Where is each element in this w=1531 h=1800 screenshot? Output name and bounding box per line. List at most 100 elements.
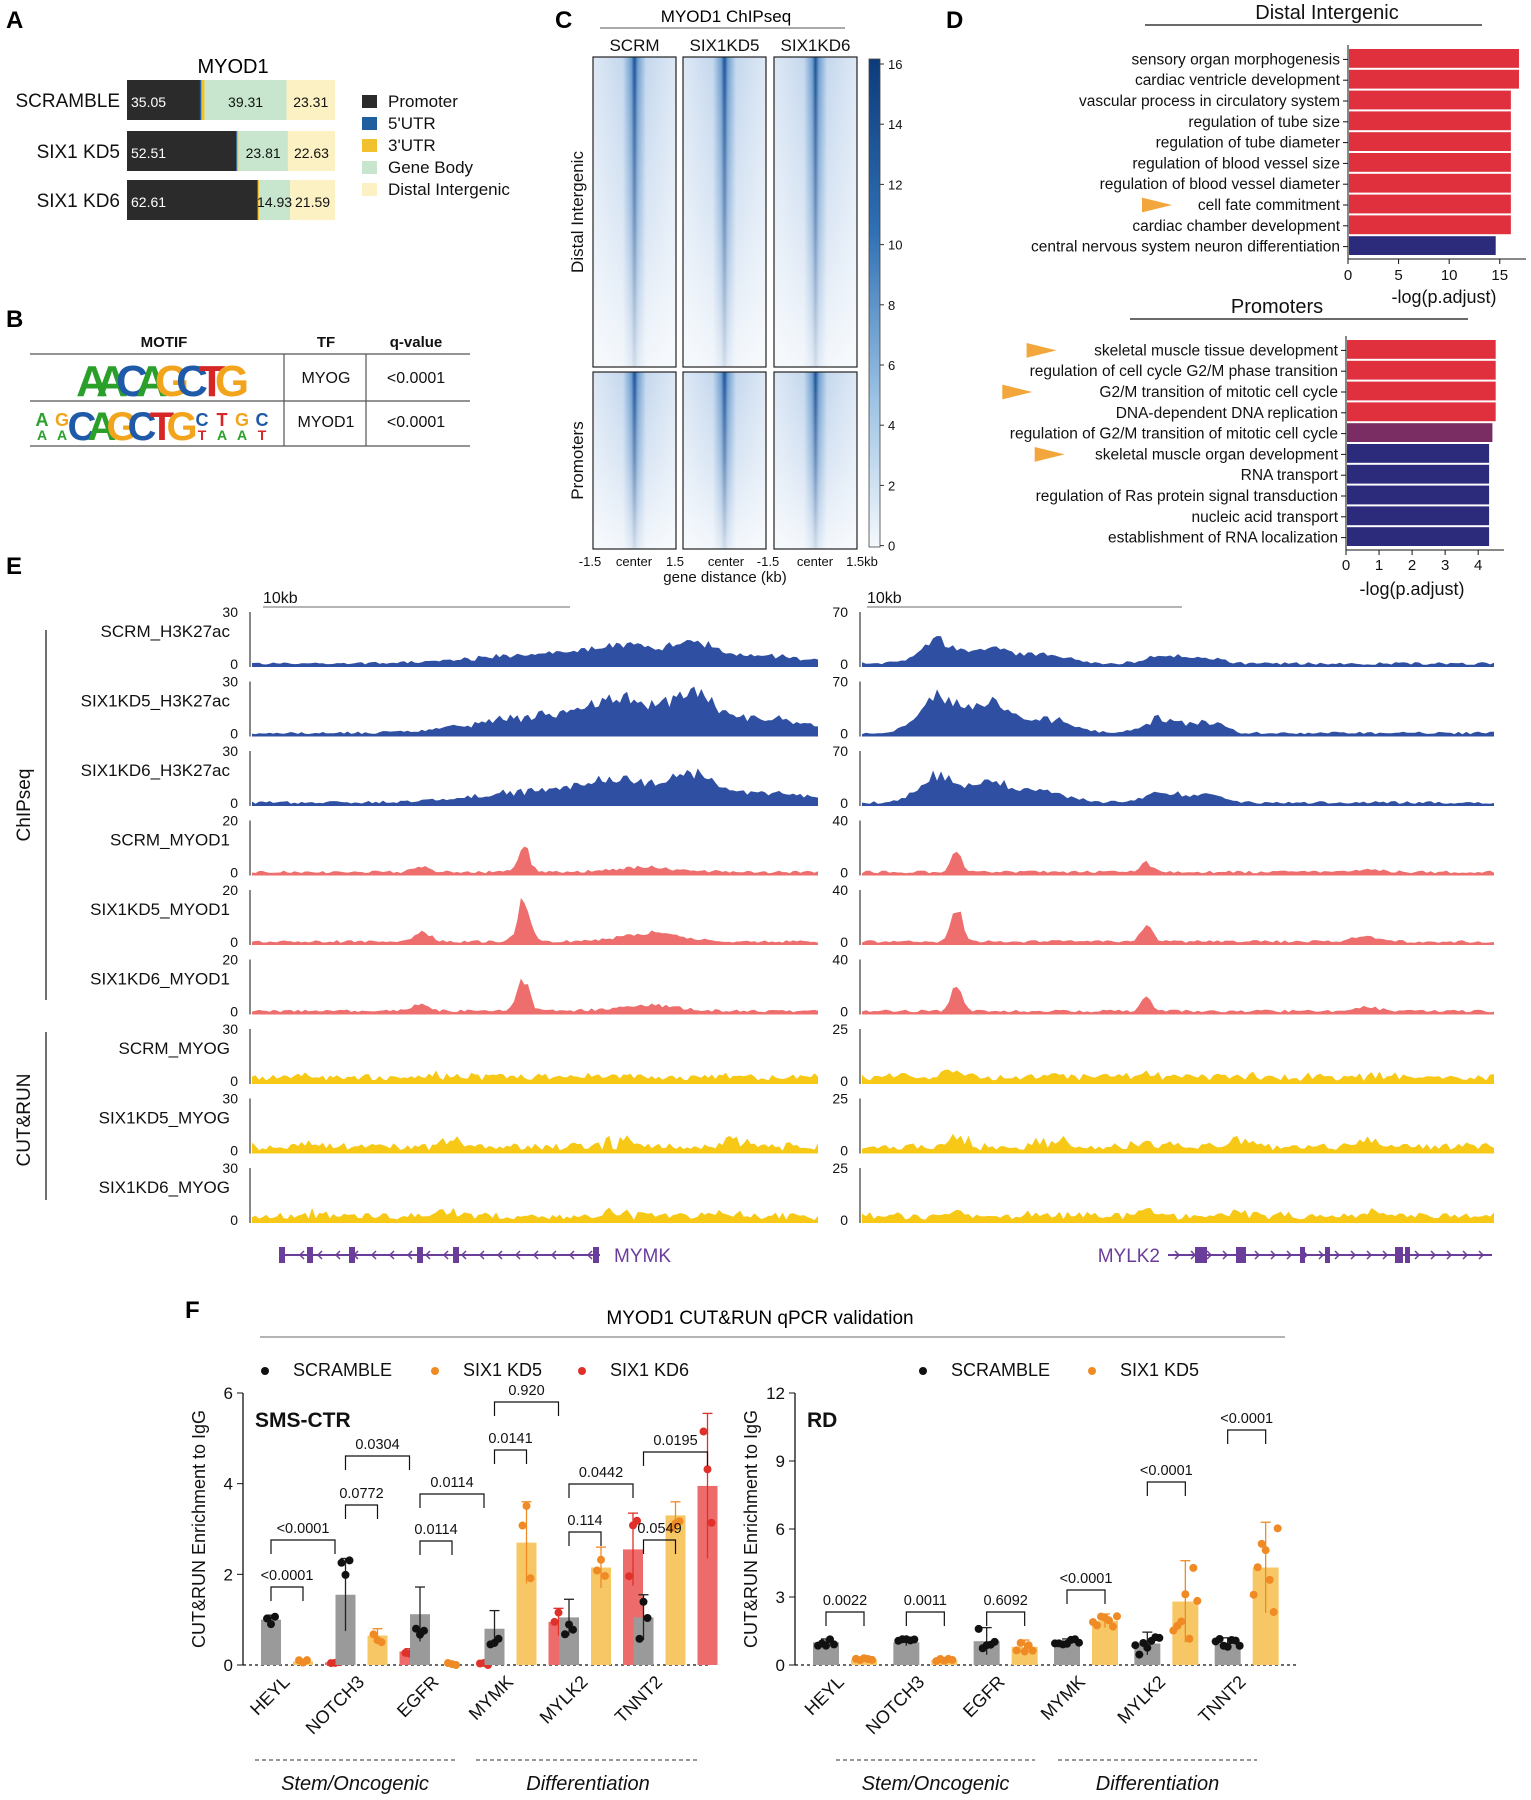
segment-value: 22.63 (294, 145, 329, 161)
significance-bracket (493, 1401, 560, 1416)
gene-strand-arrow (316, 1250, 323, 1260)
data-point (267, 1620, 275, 1629)
gene-strand-arrow (1350, 1250, 1357, 1260)
heatmap-fade (593, 372, 676, 549)
y-tick-label: 4 (224, 1475, 233, 1494)
segment-value: 62.61 (131, 194, 166, 210)
track-label: SCRM_MYOD1 (110, 831, 230, 850)
gene-exon (1325, 1247, 1330, 1263)
gene-strand-arrow (496, 1250, 503, 1260)
go-term: DNA-dependent DNA replication (1116, 405, 1338, 422)
segment-value: 35.05 (131, 94, 166, 110)
go-term: nucleic acid transport (1192, 509, 1339, 526)
gene-strand-arrow (298, 1250, 305, 1260)
data-point (494, 1634, 503, 1643)
heatmap-row-label: Promoters (568, 421, 587, 499)
y-axis-label: CUT&RUN Enrichment to IgG (189, 1410, 209, 1648)
track-ymin: 0 (840, 1073, 848, 1089)
data-point (561, 1630, 569, 1639)
gene-strand-arrow (1174, 1250, 1181, 1260)
p-value-label: 0.0772 (339, 1486, 383, 1502)
track-ymin: 0 (840, 1212, 848, 1228)
segment-value: 52.51 (131, 145, 166, 161)
track-ymin: 0 (840, 656, 848, 672)
gene-strand-arrow (550, 1250, 557, 1260)
motif-letter: G (235, 410, 249, 430)
gene-strand-arrow (460, 1250, 467, 1260)
go-term: cardiac chamber development (1132, 218, 1340, 235)
motif-letter: A (88, 405, 117, 449)
track-label: SIX1KD5_MYOD1 (90, 900, 230, 919)
significance-bracket (1227, 1429, 1267, 1444)
track-ymin: 0 (840, 934, 848, 950)
motif-letter: T (150, 405, 174, 449)
data-point (633, 1516, 641, 1525)
motif-letter: T (258, 427, 267, 443)
track-ymin: 0 (230, 1143, 238, 1159)
heatmap-frame (592, 56, 677, 368)
track-signal (252, 640, 818, 667)
segment-value: 14.93 (257, 194, 292, 210)
p-value-label: <0.0001 (277, 1521, 330, 1537)
go-bar (1349, 111, 1511, 131)
heatmap-column-label: SIX1KD5 (690, 36, 760, 55)
track-ymax: 70 (832, 604, 848, 620)
go-term: skeletal muscle tissue development (1094, 342, 1339, 359)
motif-letter: A (36, 410, 49, 430)
go-axis-label: -log(p.adjust) (1359, 579, 1464, 599)
go-section-title: Distal Intergenic (1255, 2, 1398, 24)
motif-letter: A (237, 427, 247, 443)
p-value-label: 0.0022 (823, 1593, 867, 1609)
track-signal (862, 986, 1494, 1015)
gene-exon (417, 1247, 423, 1263)
go-bar (1347, 464, 1490, 484)
colorbar-tick-label: 10 (888, 238, 902, 253)
data-point (550, 1617, 559, 1626)
data-point (1265, 1575, 1274, 1584)
go-term: skeletal muscle organ development (1095, 446, 1339, 463)
significance-bracket (568, 1531, 602, 1546)
gene-exon (307, 1247, 313, 1263)
motif-letter: A (57, 427, 67, 443)
table-tf: MYOD1 (298, 414, 355, 431)
data-point (1109, 1622, 1117, 1631)
panel-d-letter: D (946, 7, 963, 34)
stacked-bar-label: SIX1 KD6 (37, 191, 120, 212)
heatmap-frame (773, 56, 858, 368)
highlight-arrow (1142, 197, 1172, 213)
legend-label: Distal Intergenic (388, 180, 510, 199)
go-bar (1349, 132, 1511, 151)
heatmap-fade (774, 57, 857, 367)
data-point (1143, 1643, 1152, 1652)
motif-letter: G (215, 357, 249, 406)
data-point (1223, 1642, 1232, 1651)
stacked-bar-segment (127, 131, 237, 171)
significance-bracket (493, 1449, 528, 1464)
table-header: TF (317, 334, 335, 351)
bar (665, 1515, 686, 1665)
track-ymin: 0 (230, 1073, 238, 1089)
track-ymax: 30 (222, 1021, 238, 1037)
significance-bracket (642, 1451, 709, 1466)
motif-letter: T (199, 357, 226, 406)
data-point (1020, 1647, 1029, 1656)
go-bar (1349, 153, 1511, 172)
motif-letter: T (217, 410, 228, 430)
go-term: regulation of tube size (1188, 114, 1340, 131)
p-value-label: <0.0001 (1140, 1463, 1193, 1479)
motif-letter: G (155, 357, 189, 406)
heatmap-column-label: SIX1KD6 (781, 36, 851, 55)
data-point (420, 1626, 428, 1635)
p-value-label: <0.0001 (1220, 1411, 1273, 1427)
significance-bracket (419, 1493, 485, 1508)
data-point (1012, 1646, 1021, 1655)
data-point (1028, 1646, 1037, 1655)
heatmap-frame (592, 371, 677, 550)
data-point (452, 1661, 460, 1669)
legend-dot (578, 1367, 586, 1375)
track-signal (862, 1207, 1494, 1223)
gene-strand-arrow (424, 1250, 431, 1260)
legend-swatch (362, 139, 377, 152)
go-term: sensory organ morphogenesis (1131, 51, 1340, 68)
